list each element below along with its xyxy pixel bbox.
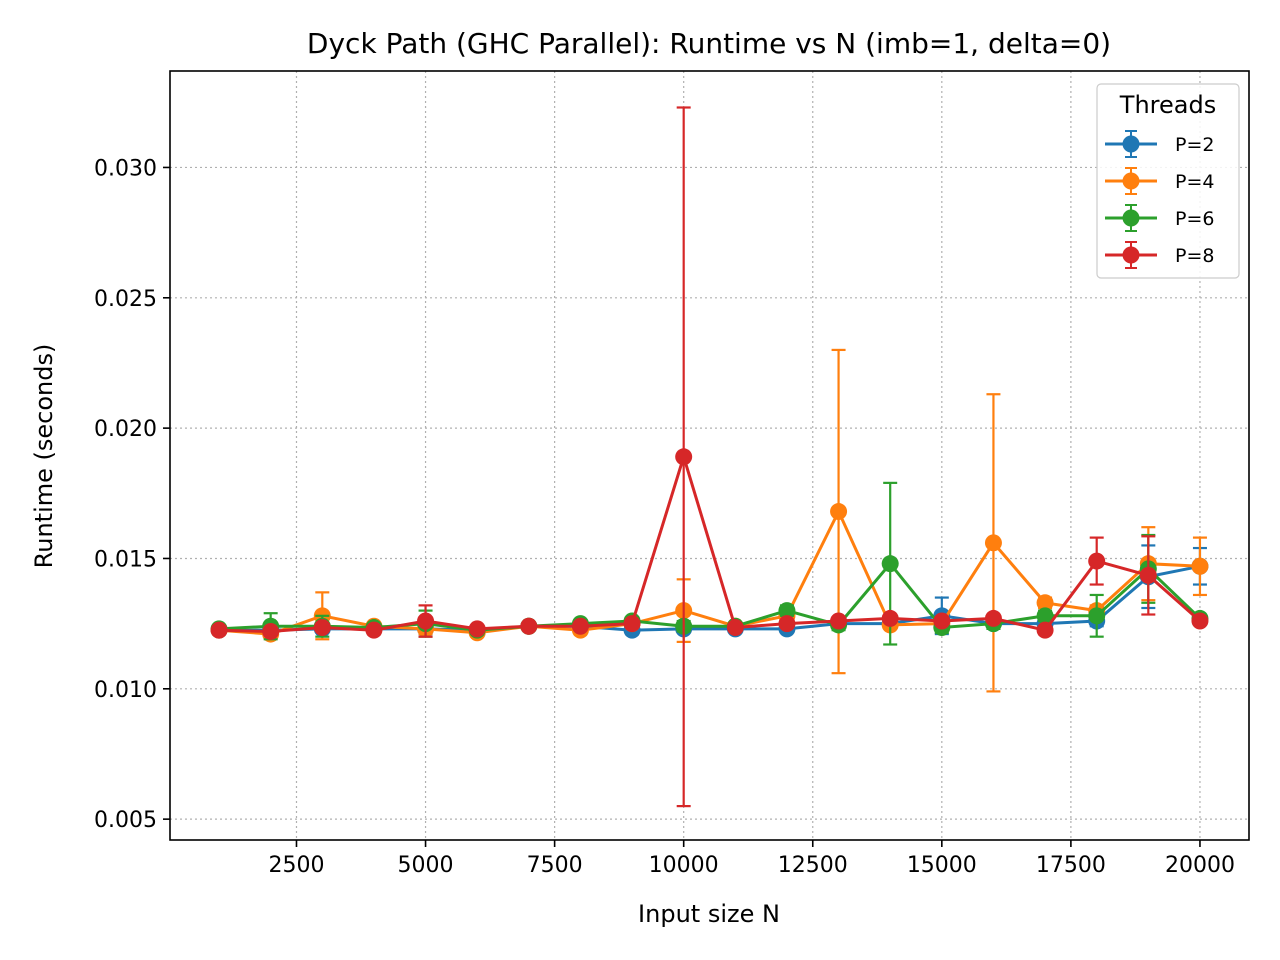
data-point [830, 612, 848, 630]
x-tick-label: 10000 [649, 853, 719, 878]
legend-label: P=6 [1175, 208, 1214, 230]
x-tick: 20000 [1165, 840, 1235, 878]
legend-marker [1122, 172, 1140, 190]
y-tick-label: 0.025 [94, 287, 157, 312]
legend-title: Threads [1119, 91, 1216, 119]
legend-item: P=2 [1105, 130, 1214, 158]
data-point [984, 609, 1002, 627]
x-tick-label: 2500 [268, 853, 324, 878]
y-axis-ticks: 0.005 0.010 0.015 0.020 0.025 0.030 [94, 156, 170, 833]
data-point [210, 621, 228, 639]
y-tick: 0.015 [94, 547, 170, 572]
data-point [1191, 612, 1209, 630]
data-point [1036, 594, 1054, 612]
data-point [984, 534, 1002, 552]
legend: Threads P=2 P=4 P=6 P=8 [1096, 83, 1240, 279]
data-point [262, 622, 280, 640]
legend-item: P=6 [1105, 204, 1214, 232]
series-P=8 [210, 106, 1209, 808]
legend-label: P=4 [1175, 171, 1214, 193]
data-point [1088, 552, 1106, 570]
y-tick: 0.005 [94, 808, 170, 833]
x-tick-label: 12500 [778, 853, 848, 878]
x-tick-label: 20000 [1165, 853, 1235, 878]
data-point [623, 615, 641, 633]
legend-item: P=4 [1105, 167, 1214, 195]
y-tick: 0.030 [94, 156, 170, 181]
x-tick-label: 15000 [907, 853, 977, 878]
y-tick-label: 0.015 [94, 547, 157, 572]
data-point [365, 621, 383, 639]
data-point [1191, 557, 1209, 575]
y-tick-label: 0.020 [94, 417, 157, 442]
x-tick: 7500 [527, 840, 583, 878]
x-tick-label: 17500 [1036, 853, 1106, 878]
data-point [1139, 566, 1157, 584]
data-point [417, 612, 435, 630]
y-tick-label: 0.010 [94, 678, 157, 703]
data-point [468, 620, 486, 638]
series-line [218, 451, 1201, 634]
data-point [571, 617, 589, 635]
x-tick: 10000 [649, 840, 719, 878]
data-point [520, 617, 538, 635]
chart-title: Dyck Path (GHC Parallel): Runtime vs N (… [307, 27, 1111, 60]
x-tick-label: 5000 [398, 853, 454, 878]
legend-marker [1122, 135, 1140, 153]
x-tick: 15000 [907, 840, 977, 878]
data-point [933, 612, 951, 630]
legend-marker [1122, 209, 1140, 227]
legend-marker [1122, 246, 1140, 264]
legend-item: P=8 [1105, 241, 1214, 269]
data-point [881, 555, 899, 573]
data-point [1088, 607, 1106, 625]
data-point [778, 602, 796, 620]
data-point [778, 615, 796, 633]
x-tick: 5000 [398, 840, 454, 878]
x-axis-ticks: 2500 5000 7500 10000 12500 15000 17500 20000 [268, 840, 1235, 878]
y-tick-label: 0.005 [94, 808, 157, 833]
x-tick-label: 7500 [527, 853, 583, 878]
legend-box [1096, 83, 1240, 279]
x-axis-label: Input size N [638, 900, 780, 928]
y-tick-label: 0.030 [94, 156, 157, 181]
axes-frame [169, 70, 1250, 841]
data-point [830, 503, 848, 521]
data-point [881, 609, 899, 627]
data-point [675, 448, 693, 466]
legend-label: P=8 [1175, 245, 1214, 267]
legend-label: P=2 [1175, 134, 1214, 156]
y-tick: 0.020 [94, 417, 170, 442]
series-line [218, 561, 1202, 632]
data-point [726, 619, 744, 637]
y-axis-label: Runtime (seconds) [30, 344, 58, 569]
x-tick: 12500 [778, 840, 848, 878]
data-point [313, 619, 331, 637]
data-point [1036, 607, 1054, 625]
x-tick: 17500 [1036, 840, 1106, 878]
x-tick: 2500 [268, 840, 324, 878]
plot-area [210, 106, 1209, 808]
legend-items: P=2 P=4 P=6 P=8 [1105, 130, 1214, 269]
y-tick: 0.025 [94, 287, 170, 312]
y-tick: 0.010 [94, 678, 170, 703]
data-point [1036, 621, 1054, 639]
